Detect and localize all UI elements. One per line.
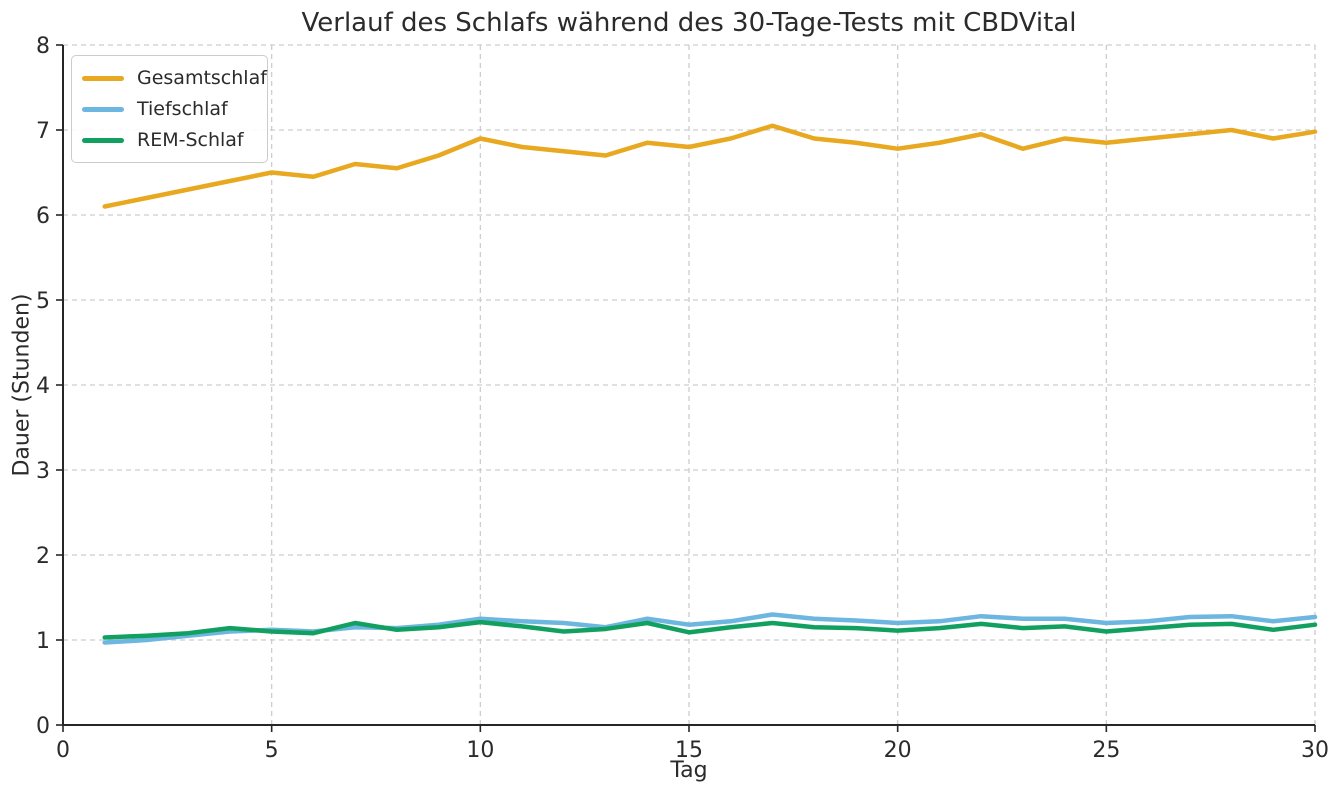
legend-item-gesamtschlaf: Gesamtschlaf <box>82 67 267 89</box>
y-tick-label-8: 8 <box>36 34 50 59</box>
y-tick-label-7: 7 <box>36 119 50 144</box>
x-tick-label-20: 20 <box>884 738 912 763</box>
y-tick-label-0: 0 <box>36 714 50 739</box>
x-axis-label: Tag <box>670 758 708 783</box>
series-line-rem-schlaf <box>102 619 1318 640</box>
y-tick-label-5: 5 <box>36 289 50 314</box>
chart-title: Verlauf des Schlafs während des 30-Tage-… <box>301 8 1077 38</box>
series-line-gesamtschlaf <box>102 123 1318 209</box>
legend: Gesamtschlaf Tiefschlaf REM-Schlaf <box>71 55 268 163</box>
x-tick-label-15: 15 <box>675 738 703 763</box>
legend-label-rem-schlaf: REM-Schlaf <box>137 129 244 151</box>
y-tick-label-1: 1 <box>36 629 50 654</box>
x-tick-label-5: 5 <box>265 738 279 763</box>
y-tick-label-4: 4 <box>36 374 50 399</box>
y-axis-label: Dauer (Stunden) <box>9 293 35 477</box>
legend-line-swatch-rem-schlaf <box>82 137 124 143</box>
legend-label-tiefschlaf: Tiefschlaf <box>137 98 228 120</box>
x-tick-label-10: 10 <box>466 738 494 763</box>
y-tick-label-2: 2 <box>36 544 50 569</box>
legend-label-gesamtschlaf: Gesamtschlaf <box>137 67 267 89</box>
legend-item-tiefschlaf: Tiefschlaf <box>82 98 253 120</box>
legend-line-swatch-tiefschlaf <box>82 106 124 112</box>
y-tick-label-6: 6 <box>36 204 50 229</box>
x-tick-label-30: 30 <box>1301 738 1329 763</box>
x-tick-label-0: 0 <box>56 738 70 763</box>
x-tick-label-25: 25 <box>1092 738 1120 763</box>
y-tick-label-3: 3 <box>36 459 50 484</box>
legend-item-rem-schlaf: REM-Schlaf <box>82 129 253 151</box>
legend-line-swatch-gesamtschlaf <box>82 75 124 81</box>
